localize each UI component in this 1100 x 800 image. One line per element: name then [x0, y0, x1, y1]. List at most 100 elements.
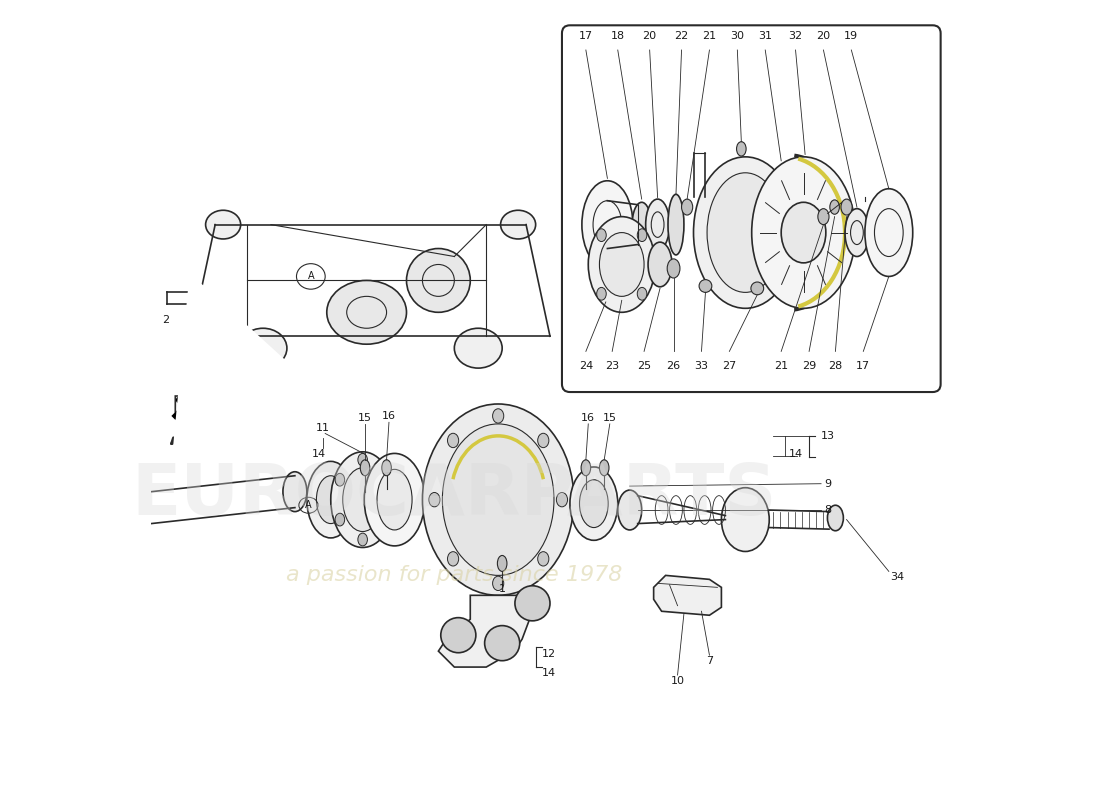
Text: A: A [308, 271, 315, 282]
Ellipse shape [307, 462, 354, 538]
Text: 16: 16 [382, 411, 396, 421]
Ellipse shape [751, 157, 856, 308]
Ellipse shape [381, 474, 390, 486]
Ellipse shape [343, 468, 383, 531]
Ellipse shape [737, 142, 746, 156]
Ellipse shape [336, 514, 344, 526]
Ellipse shape [707, 173, 783, 292]
Ellipse shape [818, 209, 829, 225]
Ellipse shape [570, 467, 618, 540]
Text: 27: 27 [723, 361, 737, 370]
Ellipse shape [327, 281, 407, 344]
Ellipse shape [829, 200, 839, 214]
Text: 14: 14 [311, 450, 326, 459]
Ellipse shape [454, 328, 503, 368]
FancyBboxPatch shape [562, 26, 940, 392]
Polygon shape [175, 388, 243, 420]
Text: 18: 18 [610, 30, 625, 41]
Ellipse shape [364, 454, 425, 546]
Ellipse shape [331, 452, 395, 547]
Ellipse shape [827, 506, 844, 530]
Text: 11: 11 [316, 423, 330, 433]
Ellipse shape [722, 488, 769, 551]
Text: 9: 9 [824, 478, 830, 489]
Ellipse shape [206, 210, 241, 239]
Text: 31: 31 [758, 30, 772, 41]
Text: 25: 25 [637, 361, 651, 370]
Polygon shape [439, 595, 535, 667]
Ellipse shape [448, 552, 459, 566]
Ellipse shape [637, 229, 647, 242]
Text: 30: 30 [730, 30, 745, 41]
Text: 29: 29 [802, 361, 816, 370]
Ellipse shape [668, 259, 680, 278]
Text: 22: 22 [674, 30, 689, 41]
Ellipse shape [580, 480, 608, 527]
Ellipse shape [317, 476, 345, 523]
Ellipse shape [557, 493, 568, 507]
Text: 19: 19 [845, 30, 858, 41]
Ellipse shape [581, 460, 591, 476]
Ellipse shape [500, 210, 536, 239]
Text: 15: 15 [603, 413, 617, 422]
Ellipse shape [842, 199, 852, 215]
Ellipse shape [407, 249, 471, 312]
Ellipse shape [632, 202, 651, 247]
Text: 1: 1 [498, 584, 506, 594]
Text: 12: 12 [541, 649, 556, 658]
Text: A: A [305, 500, 311, 510]
Ellipse shape [493, 576, 504, 590]
Ellipse shape [596, 229, 606, 242]
Ellipse shape [381, 514, 390, 526]
Ellipse shape [283, 472, 307, 512]
Ellipse shape [382, 460, 392, 476]
Text: 32: 32 [789, 30, 803, 41]
Ellipse shape [538, 434, 549, 448]
Text: 14: 14 [541, 669, 556, 678]
Ellipse shape [493, 409, 504, 423]
Text: 8: 8 [824, 505, 830, 515]
Ellipse shape [448, 434, 459, 448]
Ellipse shape [751, 282, 763, 294]
Text: 26: 26 [667, 361, 681, 370]
Ellipse shape [693, 157, 798, 308]
Ellipse shape [637, 287, 647, 300]
Text: 20: 20 [642, 30, 657, 41]
Ellipse shape [646, 199, 670, 250]
Text: 15: 15 [358, 413, 372, 422]
Text: 21: 21 [703, 30, 716, 41]
Text: 24: 24 [579, 361, 593, 370]
Text: a passion for parts since 1978: a passion for parts since 1978 [286, 566, 623, 586]
Ellipse shape [682, 199, 693, 215]
Ellipse shape [336, 474, 344, 486]
Text: 2: 2 [162, 315, 169, 326]
Ellipse shape [538, 552, 549, 566]
Ellipse shape [515, 586, 550, 621]
Ellipse shape [600, 233, 645, 296]
Ellipse shape [648, 242, 672, 286]
Ellipse shape [582, 181, 632, 269]
Ellipse shape [497, 555, 507, 571]
Text: 10: 10 [671, 676, 684, 686]
Ellipse shape [361, 460, 370, 476]
Ellipse shape [358, 533, 367, 546]
Polygon shape [653, 575, 722, 615]
Text: 34: 34 [890, 572, 904, 582]
Text: EUROCARPARTS: EUROCARPARTS [132, 461, 777, 530]
Ellipse shape [865, 189, 913, 277]
Ellipse shape [700, 280, 712, 292]
Ellipse shape [668, 194, 684, 255]
Text: 16: 16 [581, 413, 595, 422]
Text: 20: 20 [816, 30, 831, 41]
Ellipse shape [596, 287, 606, 300]
Ellipse shape [429, 493, 440, 507]
Ellipse shape [377, 470, 412, 530]
Text: 14: 14 [789, 450, 803, 459]
Text: 3: 3 [200, 315, 207, 326]
Text: 28: 28 [828, 361, 843, 370]
Text: 13: 13 [821, 431, 835, 441]
Ellipse shape [441, 618, 476, 653]
Ellipse shape [618, 490, 641, 530]
Text: 33: 33 [694, 361, 708, 370]
Ellipse shape [600, 460, 609, 476]
